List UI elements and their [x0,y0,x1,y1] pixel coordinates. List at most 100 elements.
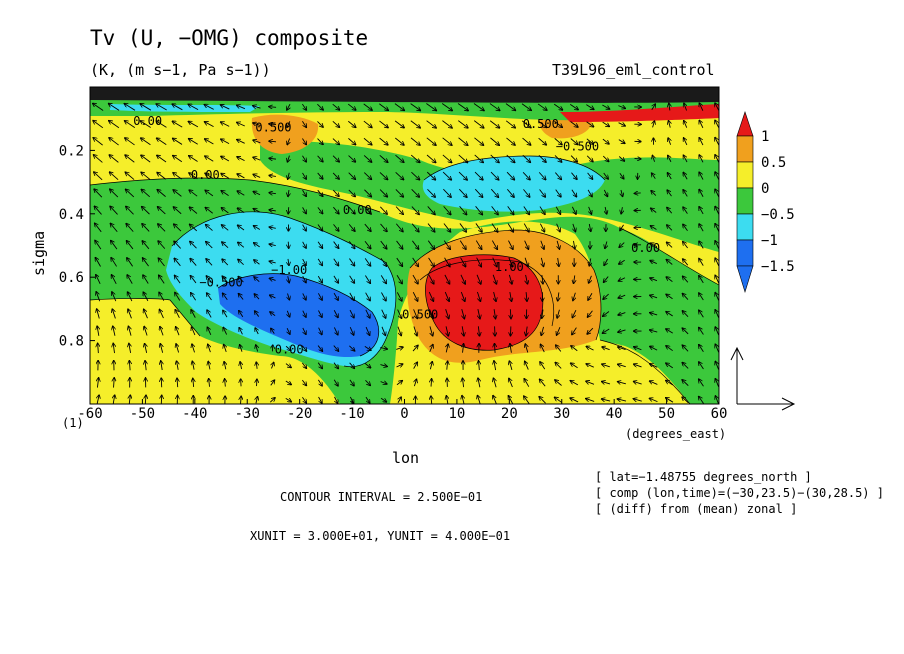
wind-vector [715,207,719,215]
wind-vector [510,291,512,301]
y-axis: 0.2 0.4 0.6 0.8 [59,143,95,350]
wind-vector [426,171,435,180]
wind-vector [381,326,385,335]
wind-vector [94,206,102,215]
wind-vector [684,103,687,111]
wind-vector [255,311,260,317]
wind-vector [380,275,386,283]
wind-vector [95,258,101,267]
wind-vector [205,156,214,162]
wind-vector [573,240,574,249]
wind-vector [586,399,595,402]
wind-vector [618,295,626,298]
wind-vector [317,103,323,110]
wind-vector [253,157,261,160]
wind-vector [558,292,559,300]
wind-vector [253,106,261,108]
wind-vector [207,310,212,318]
wind-vector [365,396,370,403]
wind-vector [457,103,468,110]
wind-vector [541,326,543,335]
wind-vector [618,364,626,366]
y-axis-marker: (1) [62,416,84,430]
wind-vector [682,397,689,404]
wind-vector [287,310,289,317]
wind-vector [302,258,306,265]
wind-vector [571,206,576,214]
wind-vector [317,224,323,231]
wind-vector [526,292,527,301]
wind-vector [287,103,290,110]
wind-vector [619,242,625,248]
wind-vector [141,121,151,128]
wind-vector [125,121,136,128]
wind-vector [668,138,670,145]
wind-vector [97,309,100,319]
wind-vector [379,120,387,128]
colorbar-labels: 1 0.5 0 −0.5 −1 −1.5 [761,129,795,275]
x-tick-label: 20 [501,406,518,422]
wind-vector [205,173,214,179]
contour-interval: CONTOUR INTERVAL = 2.500E−01 [280,490,482,504]
wind-vector [192,361,194,370]
wind-vector [715,138,719,146]
wind-vector [256,397,258,404]
wind-vector [506,154,515,162]
wind-vector [223,328,228,335]
wind-vector [459,240,466,250]
x-axis: -60 -50 -40 -30 -20 -10 0 10 20 30 40 50 60 [77,399,727,422]
colorbar-label: 1 [761,129,769,145]
wind-vector [189,190,198,197]
wind-vector [96,292,101,302]
wind-vector [349,309,354,318]
wind-vector [538,137,547,145]
wind-vector [442,154,452,163]
colorbar-top-cap [736,111,754,137]
wind-vector [715,275,719,284]
wind-vector [586,138,593,144]
wind-vector [239,311,244,318]
wind-vector [715,155,719,163]
wind-vector [93,138,103,146]
wind-vector [302,103,306,110]
wind-vector [540,362,546,370]
wind-vector [537,103,547,110]
wind-vector [650,261,657,264]
wind-vector [222,259,229,266]
wind-vector [238,260,244,266]
wind-vector [269,175,276,176]
wind-vector [109,121,120,129]
wind-vector [173,190,182,197]
wind-vector [447,361,448,370]
wind-vector [221,122,230,127]
wind-vector [332,172,339,179]
wind-vector [175,293,181,301]
wind-vector [125,172,135,180]
wind-vector [602,121,610,126]
wind-vector [618,313,626,315]
wind-vector [363,172,371,180]
wind-vector [333,258,339,266]
wind-vector [571,346,578,352]
wind-vector [506,137,514,145]
wind-vector [430,326,433,335]
wind-vector [492,257,497,267]
wind-vector [651,104,655,111]
wind-vector [619,278,626,281]
wind-vector [554,172,561,180]
wind-vector [395,189,403,196]
wind-vector [570,121,578,127]
wind-vector [156,104,167,111]
wind-vector [143,292,149,302]
wind-vector [683,224,688,232]
wind-vector [620,224,624,231]
wind-vector [667,242,673,248]
wind-vector [173,139,183,145]
colorbar-label: −1.5 [761,259,795,275]
wind-vector [317,258,322,265]
wind-vector [285,345,291,350]
wind-vector [302,397,306,402]
wind-vector [479,361,480,371]
colorbar-label: −1 [761,233,778,249]
wind-vector [157,190,166,197]
